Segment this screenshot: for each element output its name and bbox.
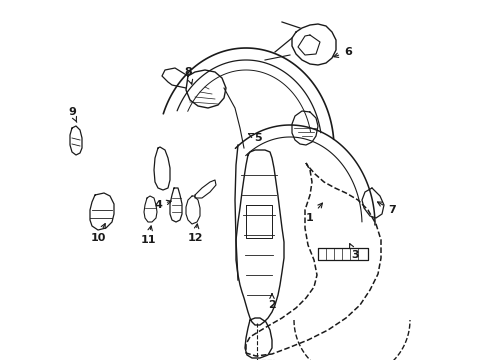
Text: 8: 8: [184, 67, 192, 84]
Text: 11: 11: [140, 226, 156, 245]
Text: 1: 1: [305, 203, 322, 223]
Text: 7: 7: [377, 202, 395, 215]
Text: 12: 12: [187, 224, 203, 243]
Text: 9: 9: [68, 107, 77, 122]
Text: 4: 4: [154, 200, 171, 210]
Text: 3: 3: [349, 244, 358, 260]
Text: 6: 6: [333, 47, 351, 58]
Text: 10: 10: [90, 224, 105, 243]
Text: 2: 2: [267, 294, 275, 310]
Text: 5: 5: [248, 133, 261, 143]
